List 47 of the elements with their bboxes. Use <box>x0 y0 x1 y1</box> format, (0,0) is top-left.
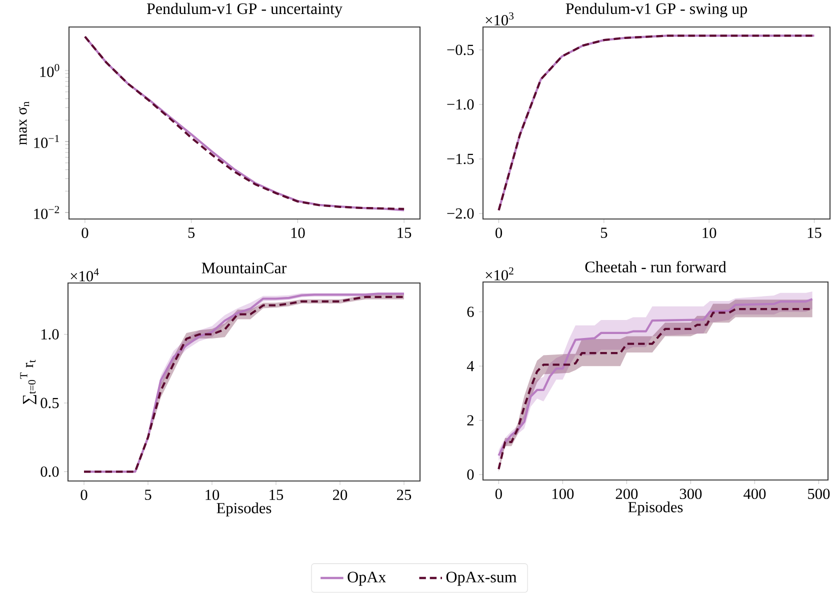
chart-title: Cheetah - run forward <box>585 260 726 272</box>
y-axis-title: max σ$_{n}$ <box>18 102 30 145</box>
y-tick-label: −1.0 <box>447 99 474 110</box>
x-tick-label: 10 <box>702 228 716 238</box>
x-axis-title: Episodes <box>216 502 272 516</box>
legend-label: OpAx <box>348 572 386 586</box>
x-tick-label: 5 <box>600 228 608 238</box>
text: ×10$^{4}$ <box>70 268 99 282</box>
chart-title: Pendulum-v1 GP - swing up <box>566 2 747 18</box>
x-tick-label: 5 <box>188 228 195 238</box>
x-tick-label: 500 <box>808 488 830 500</box>
chart-title: Pendulum-v1 GP - uncertainty <box>146 2 342 18</box>
x-tick-label: 0 <box>82 228 88 238</box>
x-tick-label: 5 <box>145 490 152 500</box>
y-tick-label: 0.5 <box>40 398 59 408</box>
x-tick-label: 100 <box>552 488 574 500</box>
x-tick-label: 20 <box>333 490 348 500</box>
chart-title: MountainCar <box>202 262 287 274</box>
y-tick-label: −2.0 <box>447 208 474 219</box>
x-tick-label: 300 <box>680 488 702 500</box>
x-tick-label: 25 <box>397 490 412 500</box>
y-tick-label: 0.0 <box>40 466 59 477</box>
y-tick-label: 10$^{0}$ <box>40 64 60 78</box>
text: ×10$^{2}$ <box>486 267 514 280</box>
y-tick-label: −0.5 <box>447 44 474 56</box>
y-tick-label: 1.0 <box>41 329 59 340</box>
x-tick-label: 10 <box>291 228 305 238</box>
y-tick-label: 0 <box>467 469 474 480</box>
y-tick-label: −1.5 <box>447 154 474 164</box>
x-tick-label: 15 <box>398 228 412 238</box>
y-tick-label: 10$^{−1}$ <box>34 134 59 148</box>
x-axis-title: Episodes <box>628 502 683 516</box>
x-tick-label: 15 <box>270 490 284 500</box>
x-tick-label: 0 <box>495 488 502 500</box>
y-tick-label: 2 <box>467 415 474 426</box>
x-tick-label: 15 <box>808 228 822 238</box>
y-tick-label: 10$^{−2}$ <box>34 206 60 220</box>
y-axis-title: ∑$_{t=0}$$^{T}$ r$_{t}$ <box>20 360 36 404</box>
y-tick-label: 6 <box>467 306 474 317</box>
x-tick-label: 0 <box>80 490 88 500</box>
legend-label: OpAx-sum <box>446 572 517 586</box>
x-tick-label: 200 <box>616 488 638 500</box>
x-tick-label: 400 <box>744 488 766 500</box>
y-tick-label: 4 <box>466 361 474 372</box>
text: ×10$^{3}$ <box>486 12 514 26</box>
x-tick-label: 0 <box>496 228 502 238</box>
x-tick-label: 10 <box>206 490 220 500</box>
